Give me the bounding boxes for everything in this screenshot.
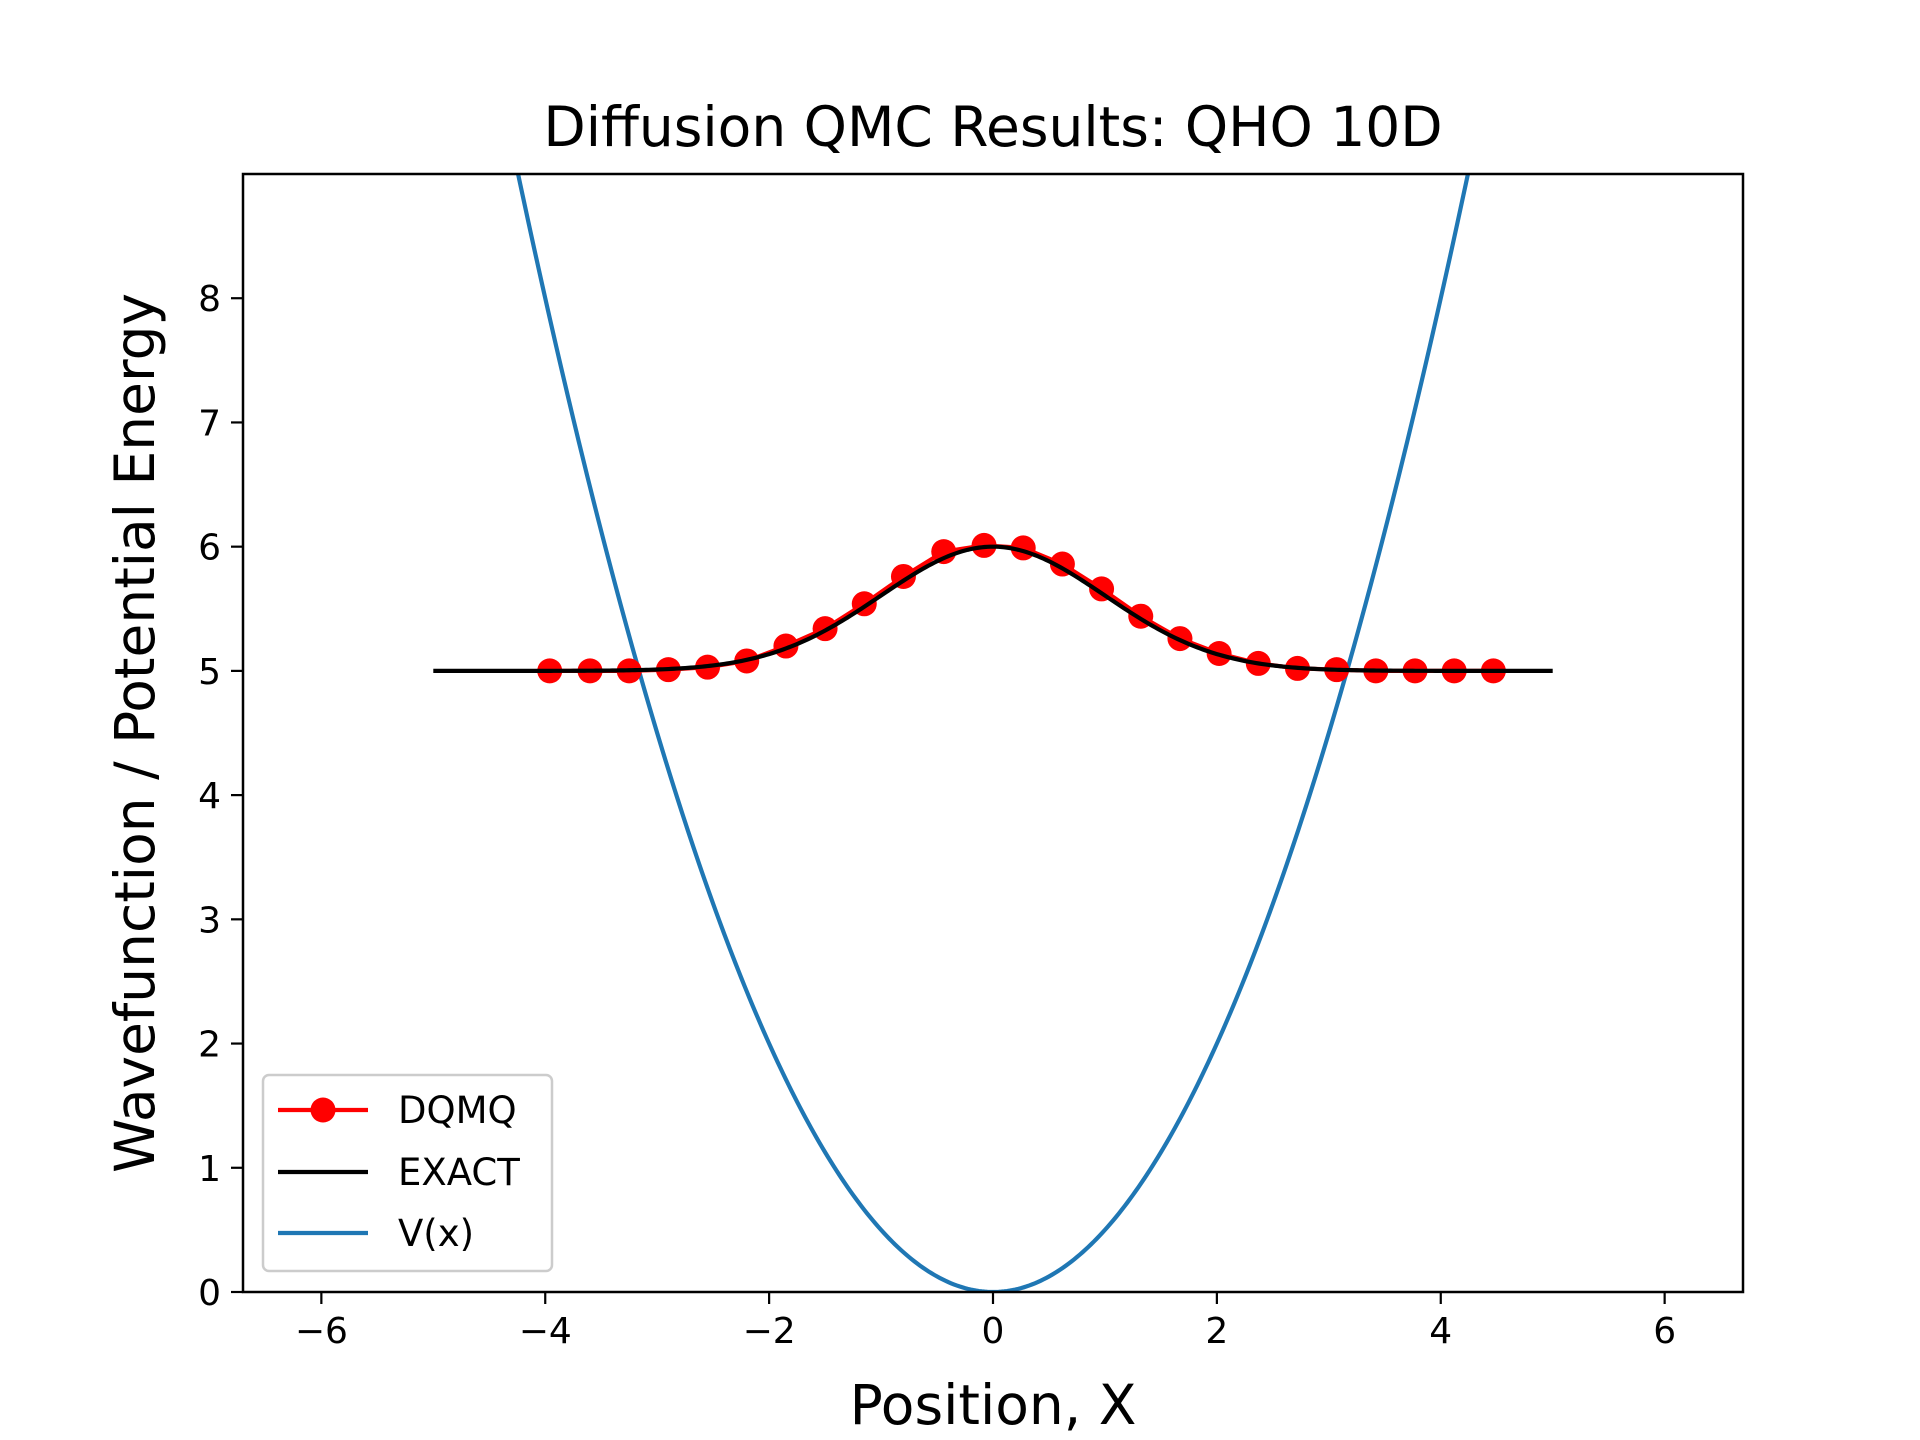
legend-entry-vx: V(x) (278, 1212, 474, 1255)
x-tick-label: −6 (295, 1311, 348, 1352)
series-vx-line (515, 174, 1471, 1292)
y-tick-label: 6 (198, 528, 221, 569)
plot-area (241, 172, 1745, 1294)
legend: DQMQ EXACT V(x) (261, 1073, 554, 1273)
y-tick-label: 7 (198, 403, 221, 444)
y-tick-label: 0 (198, 1273, 221, 1314)
x-tick-label: −2 (743, 1311, 796, 1352)
x-tick-label: 6 (1653, 1311, 1676, 1352)
y-tick-label: 5 (198, 652, 221, 693)
y-axis-label: Wavefunction / Potential Energy (103, 293, 167, 1173)
x-tick-label: 2 (1205, 1311, 1228, 1352)
x-tick-label: 0 (982, 1311, 1005, 1352)
legend-label: V(x) (398, 1212, 474, 1255)
y-tick-label: 4 (198, 776, 221, 817)
legend-marker (310, 1097, 336, 1123)
chart-title: Diffusion QMC Results: QHO 10D (543, 95, 1442, 159)
x-axis-label: Position, X (850, 1373, 1137, 1437)
y-axis: 0 1 2 3 4 5 6 7 8 (198, 279, 243, 1314)
legend-label: DQMQ (398, 1089, 517, 1132)
series-exact-line (433, 544, 1553, 673)
legend-box (261, 1073, 554, 1273)
y-tick-label: 1 (198, 1149, 221, 1190)
dqmq-point (931, 539, 957, 565)
x-tick-label: −4 (519, 1311, 572, 1352)
x-axis: −6 −4 −2 0 2 4 6 (295, 1292, 1676, 1352)
x-tick-label: 4 (1429, 1311, 1452, 1352)
y-tick-label: 3 (198, 900, 221, 941)
y-tick-label: 2 (198, 1025, 221, 1066)
legend-label: EXACT (398, 1151, 520, 1194)
y-tick-label: 8 (198, 279, 221, 320)
legend-entry-exact: EXACT (278, 1151, 520, 1194)
legend-entry-dqmq: DQMQ (278, 1089, 517, 1132)
